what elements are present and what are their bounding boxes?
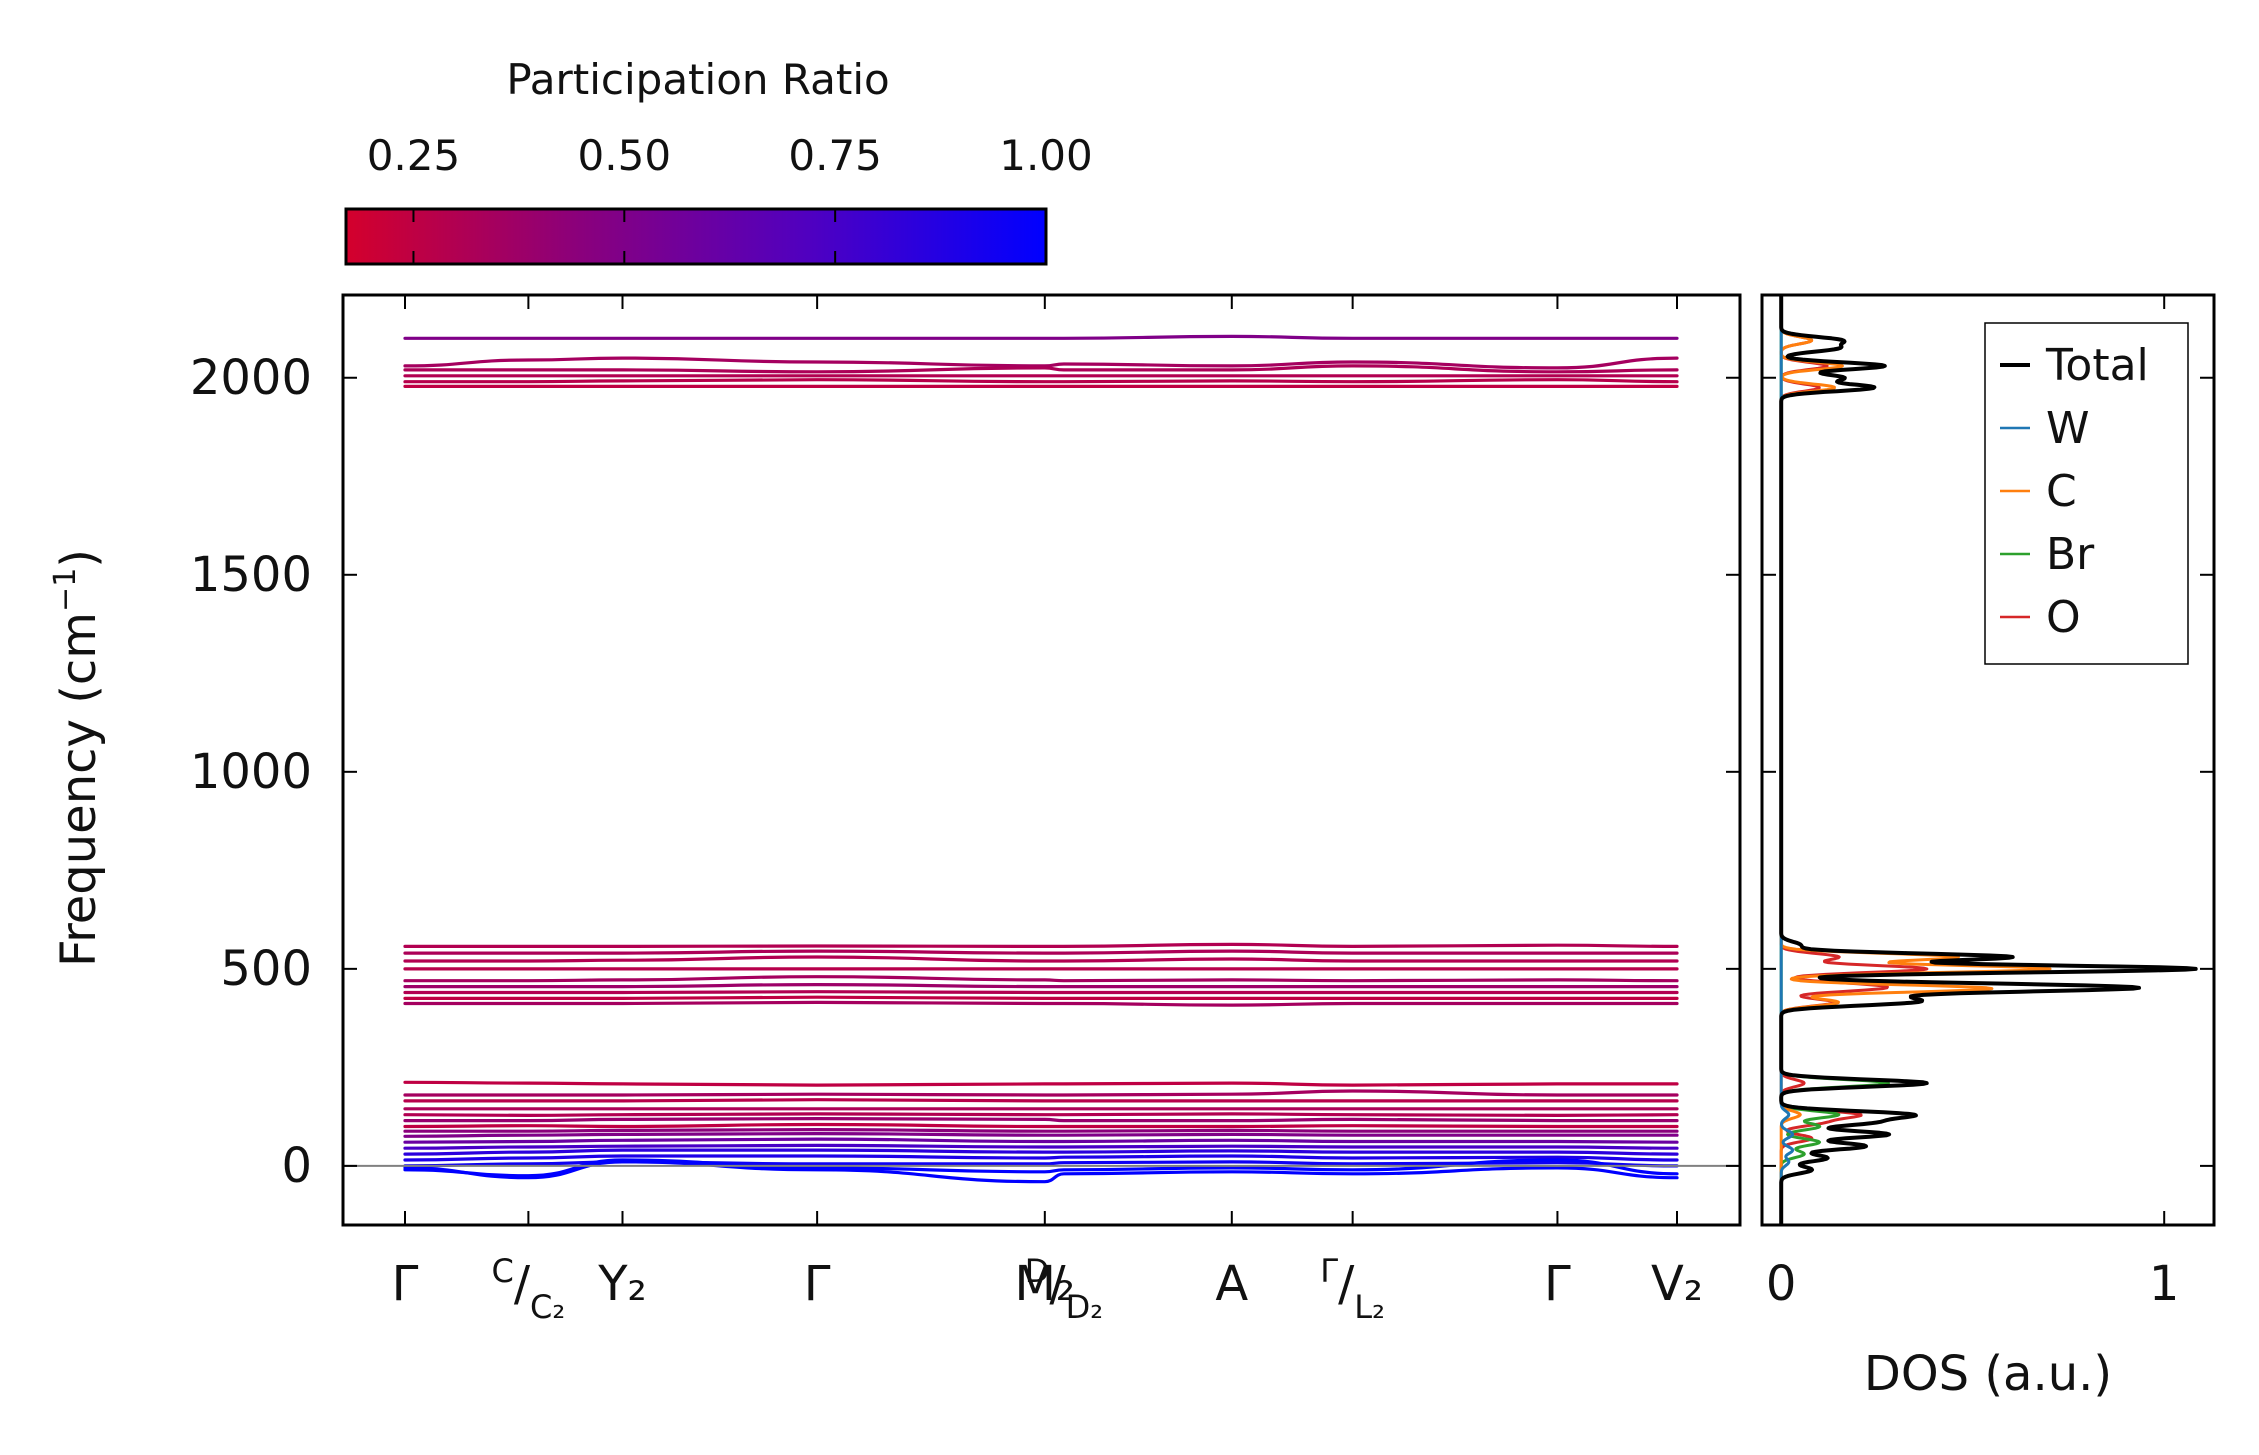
band-line: [403, 356, 1679, 370]
y-tick-label: 500: [220, 941, 312, 997]
kpoint-label-slash: /: [1338, 1256, 1355, 1312]
band-line: [403, 1000, 1679, 1007]
kpoint-label-denominator: L₂: [1354, 1288, 1385, 1326]
kpoint-label-denominator: D₂: [1066, 1288, 1103, 1326]
kpoint-label: V₂: [1651, 1256, 1703, 1312]
legend-box: [1984, 322, 2189, 665]
kpoint-label-slash: /: [514, 1256, 531, 1312]
y-axis-label-main: Frequency (cm: [51, 612, 107, 967]
band-line: [403, 334, 1679, 340]
colorbar: Participation Ratio 0.25 0.50 0.75 1.00: [344, 55, 1093, 266]
kpoint-label: C/C₂: [492, 1252, 566, 1326]
y-axis-label: Frequency (cm−1): [48, 549, 107, 967]
band-y-axis: 0 500 1000 1500 2000: [190, 350, 1740, 1194]
band-line: [403, 1158, 1679, 1178]
dos-x-axis-label: DOS (a.u.): [1864, 1346, 2112, 1402]
dos-curves: [1779, 295, 2198, 1225]
kpoint-label: M₂: [1014, 1256, 1075, 1312]
y-axis-label-superscript: −1: [48, 568, 83, 612]
kpoint-label: Y₂: [597, 1256, 647, 1312]
band-line: [403, 1122, 1679, 1129]
colorbar-gradient: [346, 209, 1046, 264]
colorbar-tick-label: 0.25: [367, 131, 461, 180]
band-line: [403, 1089, 1679, 1097]
band-line: [403, 1116, 1679, 1123]
band-line: [403, 982, 1679, 989]
band-line: [403, 949, 1679, 955]
band-line: [403, 1127, 1679, 1133]
kpoint-label: Γ: [1544, 1256, 1571, 1312]
band-line: [403, 1137, 1679, 1144]
colorbar-tick-label: 0.75: [788, 131, 882, 180]
kpoint-label: Γ: [392, 1256, 419, 1312]
y-axis-label-close: ): [51, 549, 107, 568]
band-line: [403, 1080, 1679, 1087]
dos-legend: Total WC Br O: [1984, 322, 2189, 665]
colorbar-frame: [344, 207, 1048, 266]
band-lines: [403, 334, 1679, 1184]
kpoint-label-denominator: C₂: [530, 1288, 565, 1326]
band-line: [403, 1143, 1679, 1150]
colorbar-ticks: 0.25 0.50 0.75 1.00: [367, 131, 1093, 264]
dos-plot-frame: [1760, 293, 2216, 1227]
legend-label: C: [2046, 466, 2077, 517]
y-tick-label: 2000: [190, 350, 312, 406]
y-tick-label: 1000: [190, 744, 312, 800]
legend-label: O: [2046, 592, 2081, 643]
kpoint-label: Γ/L₂: [1320, 1252, 1385, 1326]
legend-label: Total: [2045, 340, 2149, 391]
y-tick-label: 0: [281, 1138, 312, 1194]
band-line: [403, 942, 1679, 949]
colorbar-title: Participation Ratio: [506, 55, 889, 104]
kpoint-label-numerator: Γ: [1320, 1252, 1338, 1290]
band-line: [403, 975, 1679, 983]
band-line: [403, 1112, 1679, 1118]
band-line: [403, 364, 1679, 374]
band-line: [403, 1098, 1679, 1103]
kpoint-label: D/D₂: [1025, 1252, 1103, 1326]
dos-x-tick-label: 1: [2149, 1256, 2180, 1312]
kpoint-label-numerator: D: [1025, 1252, 1050, 1290]
kpoint-label: A: [1215, 1256, 1248, 1312]
colorbar-tick-label: 0.50: [578, 131, 672, 180]
band-line: [403, 1148, 1679, 1156]
kpoint-label-numerator: C: [492, 1252, 514, 1290]
band-line: [403, 995, 1679, 1001]
legend-label: Br: [2046, 529, 2095, 580]
y-tick-label: 1500: [190, 547, 312, 603]
legend-label: W: [2046, 403, 2090, 454]
band-line: [403, 378, 1679, 384]
band-x-axis: Γ C/C₂ Y₂ Γ M₂D/D₂ A Γ/L₂ Γ V₂: [392, 295, 1703, 1326]
kpoint-label: Γ: [804, 1256, 831, 1312]
band-line: [403, 955, 1679, 963]
dos-curve-total: [1779, 295, 2198, 1225]
colorbar-tick-label: 1.00: [999, 131, 1093, 180]
dos-x-tick-label: 0: [1766, 1256, 1797, 1312]
kpoint-label-slash: /: [1049, 1256, 1066, 1312]
band-line: [403, 1154, 1679, 1162]
band-line: [403, 990, 1679, 995]
band-plot-frame: [341, 293, 1742, 1227]
band-line: [403, 1131, 1679, 1138]
